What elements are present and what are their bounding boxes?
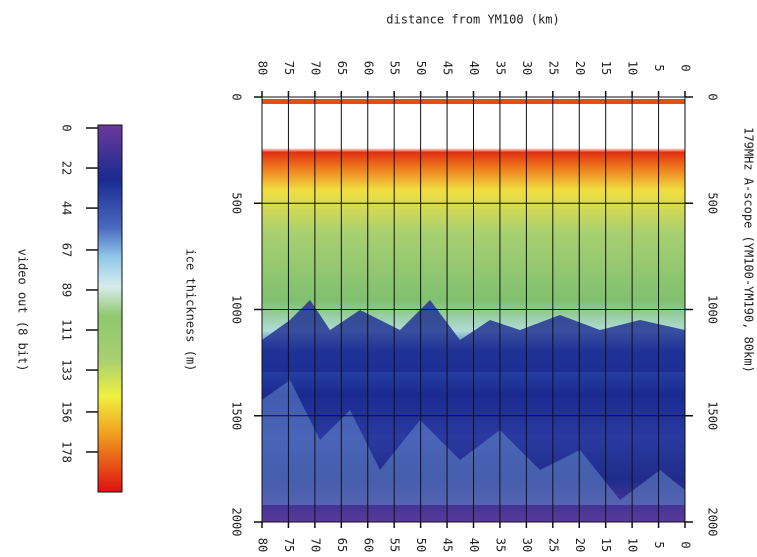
colorbar-label: video out (8 bit): [16, 249, 30, 372]
y-tick-label: 1500: [230, 401, 244, 430]
y-tick-label: 1500: [706, 401, 720, 430]
x-tick-label: 35: [493, 538, 507, 552]
colorbar-tick-label: 111: [60, 319, 74, 341]
x-tick-label: 15: [599, 538, 613, 552]
y-axis-label: ice thickness (m): [184, 249, 198, 372]
x-tick-label: 55: [388, 538, 402, 552]
axes: 8080757570706565606055555050454540403535…: [60, 61, 720, 552]
colorbar-tick-label: 133: [60, 359, 74, 381]
x-tick-label: 60: [361, 61, 375, 75]
x-tick-label: 30: [520, 61, 534, 75]
x-tick-label: 35: [493, 61, 507, 75]
plot-frame: [261, 96, 686, 523]
x-tick-label: 15: [599, 61, 613, 75]
y-tick-label: 0: [706, 93, 720, 100]
x-tick-label: 65: [335, 61, 349, 75]
x-tick-label: 10: [626, 61, 640, 75]
x-tick-label: 55: [388, 61, 402, 75]
x-tick-label: 70: [308, 61, 322, 75]
x-tick-label: 80: [256, 538, 270, 552]
x-tick-label: 75: [282, 538, 296, 552]
chart-title: 179MHz A-scope (YM100-YM190, 80km): [742, 127, 756, 373]
x-tick-label: 75: [282, 61, 296, 75]
y-tick-label: 2000: [706, 508, 720, 537]
y-tick-label: 500: [706, 192, 720, 214]
x-tick-label: 5: [652, 64, 666, 71]
x-tick-label: 80: [256, 61, 270, 75]
x-tick-label: 20: [573, 61, 587, 75]
colorbar-tick-label: 44: [60, 201, 74, 215]
colorbar-tick-label: 0: [60, 124, 74, 131]
colorbar-tick-label: 156: [60, 401, 74, 423]
y-tick-label: 1000: [230, 295, 244, 324]
y-tick-label: 0: [230, 93, 244, 100]
x-tick-label: 40: [467, 538, 481, 552]
x-tick-label: 0: [679, 64, 693, 71]
x-tick-label: 40: [467, 61, 481, 75]
x-axis-label: distance from YM100 (km): [386, 13, 559, 27]
x-tick-label: 60: [361, 538, 375, 552]
y-tick-label: 1000: [706, 295, 720, 324]
x-tick-label: 0: [679, 541, 693, 548]
x-tick-label: 70: [308, 538, 322, 552]
x-tick-label: 20: [573, 538, 587, 552]
x-tick-label: 30: [520, 538, 534, 552]
x-tick-label: 45: [441, 538, 455, 552]
y-tick-label: 2000: [230, 508, 244, 537]
x-tick-label: 50: [414, 538, 428, 552]
x-tick-label: 25: [546, 538, 560, 552]
x-tick-label: 65: [335, 538, 349, 552]
x-tick-label: 25: [546, 61, 560, 75]
colorbar-tick-label: 22: [60, 161, 74, 175]
y-tick-label: 500: [230, 192, 244, 214]
colorbar: [97, 124, 123, 493]
x-tick-label: 10: [626, 538, 640, 552]
x-tick-label: 50: [414, 61, 428, 75]
x-tick-label: 5: [652, 541, 666, 548]
x-tick-label: 45: [441, 61, 455, 75]
colorbar-tick-label: 89: [60, 283, 74, 297]
colorbar-tick-label: 178: [60, 441, 74, 463]
colorbar-tick-label: 67: [60, 243, 74, 257]
